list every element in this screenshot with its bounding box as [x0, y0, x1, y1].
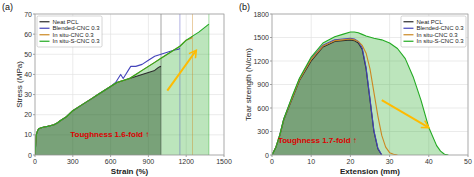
tick-label: 1500 — [253, 34, 269, 41]
legend-box — [401, 16, 466, 47]
legend-label: In situ-CNC 0.3 — [53, 32, 95, 38]
tick-label: 300 — [257, 128, 269, 135]
area-fill — [35, 24, 209, 155]
tick-label: 20 — [24, 111, 32, 118]
plot-frame — [35, 14, 224, 155]
x-axis-label: Strain (%) — [111, 167, 149, 176]
tick-label: 0 — [270, 158, 274, 165]
end-line — [192, 14, 193, 155]
x-axis-label: Extension (mm) — [340, 167, 400, 176]
annotation: Toughness 1.6-fold ↑ — [70, 130, 149, 139]
tick-label: 30 — [24, 91, 32, 98]
tick-label: 20 — [347, 158, 355, 165]
annotation-arrow — [167, 50, 196, 90]
legend-label: Blended-CNC 0.3 — [416, 25, 464, 31]
tick-label: 40 — [24, 71, 32, 78]
tick-label: 600 — [257, 105, 269, 112]
legend-swatch — [40, 28, 50, 29]
tick-label: 50 — [24, 51, 32, 58]
legend: Neat PCLBlended-CNC 0.3In situ-CNC 0.3In… — [401, 16, 466, 47]
series-line — [35, 36, 193, 155]
legend-label: Neat PCL — [53, 19, 80, 25]
series-line — [272, 39, 397, 155]
data-layer — [35, 14, 209, 155]
data-layer — [272, 32, 448, 155]
chart-root: 030060090012001500010203040506070Strain … — [0, 0, 474, 177]
legend-box — [37, 16, 102, 47]
legend-swatch — [403, 34, 413, 35]
annotation: Toughness 1.7-fold ↑ — [278, 136, 357, 145]
end-line — [179, 14, 180, 155]
legend-label: In situ-CNC 0.3 — [416, 32, 458, 38]
legend-label: Blended-CNC 0.3 — [53, 25, 101, 31]
series-line — [272, 38, 382, 155]
tick-label: 300 — [67, 158, 79, 165]
series-line — [35, 48, 180, 155]
plot-frame — [272, 14, 468, 155]
panel-title: (b) — [239, 2, 250, 12]
plot-area — [272, 14, 468, 155]
tick-label: 60 — [24, 31, 32, 38]
plot-area — [35, 14, 224, 155]
tick-label: 10 — [307, 158, 315, 165]
legend-label: Neat PCL — [416, 19, 443, 25]
tick-label: 1200 — [178, 158, 194, 165]
tick-label: 1800 — [253, 11, 269, 18]
panel-title: (a) — [2, 2, 13, 12]
legend-label: In situ-S-CNC 0.3 — [53, 38, 101, 44]
y-axis-label: Stress (MPa) — [15, 61, 24, 108]
tick-label: 1200 — [253, 58, 269, 65]
tick-label: 30 — [386, 158, 394, 165]
legend-swatch — [40, 21, 50, 22]
tick-label: 900 — [257, 81, 269, 88]
panel: 0 10 20 30 40 50 0 300 600 900 1200 1500 1800 Extensi… — [239, 2, 472, 176]
end-line — [208, 14, 209, 155]
legend-swatch — [403, 41, 413, 42]
legend-swatch — [403, 28, 413, 29]
tick-label: 0 — [28, 152, 32, 159]
legend-swatch — [40, 34, 50, 35]
tick-label: 900 — [143, 158, 155, 165]
tick-label: 1500 — [216, 158, 232, 165]
legend-swatch — [40, 41, 50, 42]
series-line — [272, 40, 382, 155]
legend: Neat PCLBlended-CNC 0.3In situ-CNC 0.3In… — [37, 16, 102, 47]
tick-label: 50 — [464, 158, 472, 165]
y-axis-label: Tear strength (N/cm) — [244, 48, 253, 121]
legend-swatch — [403, 21, 413, 22]
area-fill — [272, 32, 448, 155]
tick-label: 40 — [425, 158, 433, 165]
end-line — [161, 14, 162, 155]
annotation-arrow — [382, 100, 429, 127]
tick-label: 600 — [105, 158, 117, 165]
tick-label: 70 — [24, 11, 32, 18]
tick-label: 10 — [24, 131, 32, 138]
series-line — [35, 24, 209, 155]
series-line — [272, 32, 448, 155]
panel: 0 300 600 900 1200 1500 0 10 20 30 40 50 60 70 Strain … — [2, 2, 232, 176]
legend-label: In situ-S-CNC 0.3 — [416, 38, 464, 44]
tick-label: 0 — [33, 158, 37, 165]
tick-label: 0 — [265, 152, 269, 159]
series-line — [35, 66, 161, 155]
